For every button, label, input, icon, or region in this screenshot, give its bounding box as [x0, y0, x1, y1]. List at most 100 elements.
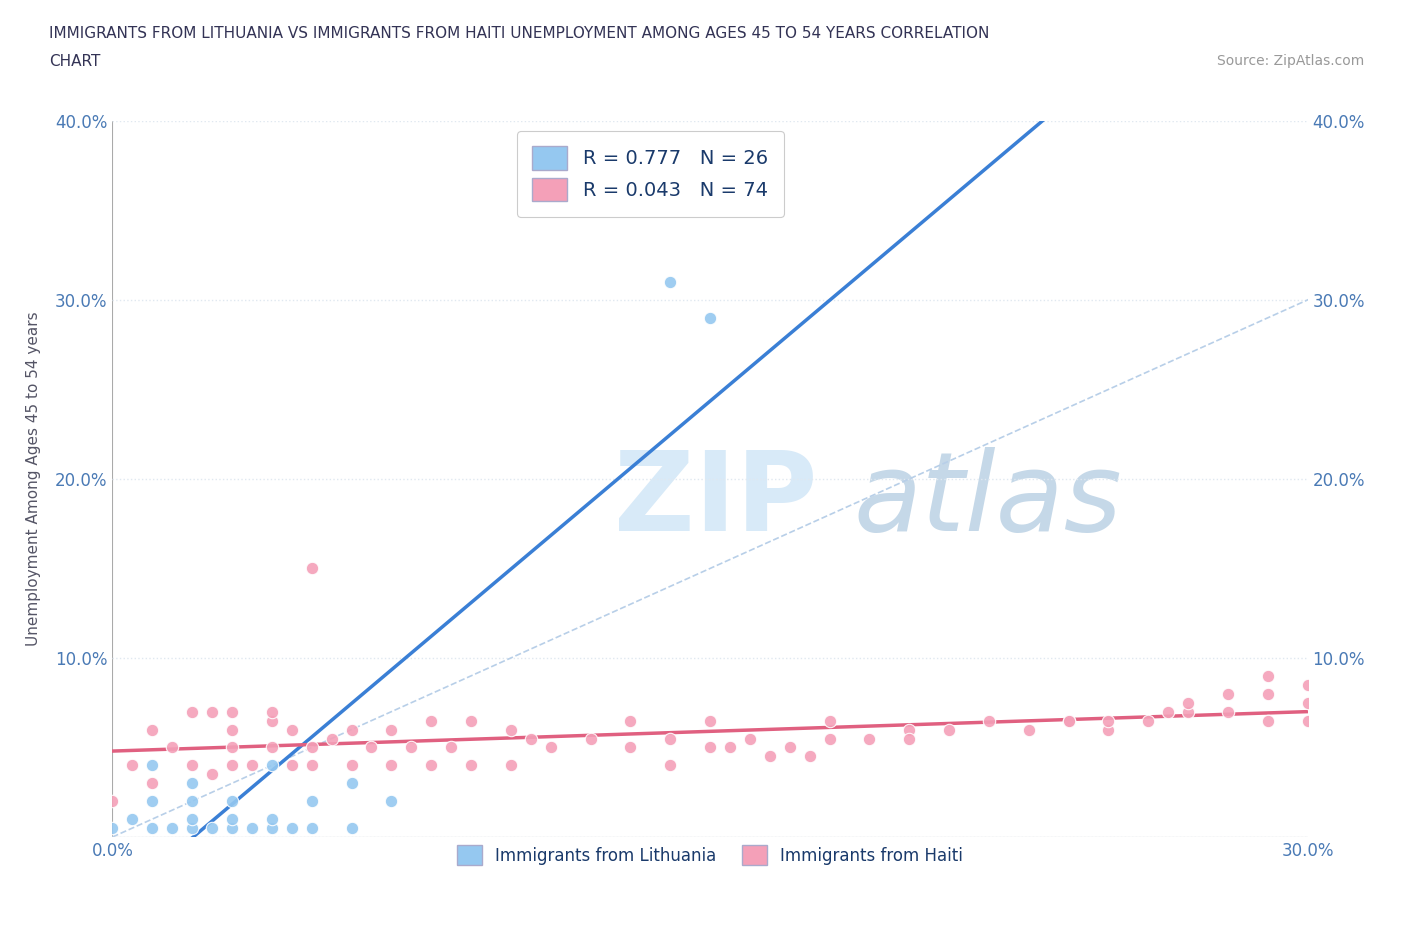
Point	[281, 758, 304, 773]
Point	[301, 820, 323, 835]
Point	[201, 767, 224, 782]
Point	[340, 722, 363, 737]
Point	[181, 758, 204, 773]
Point	[141, 776, 163, 790]
Point	[1018, 722, 1040, 737]
Point	[619, 713, 641, 728]
Text: IMMIGRANTS FROM LITHUANIA VS IMMIGRANTS FROM HAITI UNEMPLOYMENT AMONG AGES 45 TO: IMMIGRANTS FROM LITHUANIA VS IMMIGRANTS …	[49, 26, 990, 41]
Point	[301, 740, 323, 755]
Point	[260, 758, 283, 773]
Point	[1097, 722, 1119, 737]
Point	[401, 740, 423, 755]
Point	[718, 740, 741, 755]
Point	[759, 749, 782, 764]
Point	[260, 812, 283, 827]
Point	[221, 722, 243, 737]
Point	[540, 740, 562, 755]
Point	[659, 758, 682, 773]
Text: Source: ZipAtlas.com: Source: ZipAtlas.com	[1216, 54, 1364, 68]
Point	[141, 794, 163, 809]
Point	[1257, 686, 1279, 701]
Point	[1216, 704, 1239, 719]
Point	[699, 713, 721, 728]
Point	[260, 704, 283, 719]
Point	[779, 740, 801, 755]
Point	[201, 704, 224, 719]
Point	[240, 758, 263, 773]
Point	[1257, 669, 1279, 684]
Point	[1137, 713, 1160, 728]
Text: CHART: CHART	[49, 54, 101, 69]
Text: ZIP: ZIP	[614, 447, 818, 554]
Point	[380, 722, 402, 737]
Point	[121, 812, 143, 827]
Point	[360, 740, 382, 755]
Point	[619, 740, 641, 755]
Point	[898, 731, 921, 746]
Point	[181, 704, 204, 719]
Point	[520, 731, 543, 746]
Point	[460, 758, 482, 773]
Point	[221, 820, 243, 835]
Point	[162, 740, 183, 755]
Point	[301, 758, 323, 773]
Point	[260, 740, 283, 755]
Point	[260, 820, 283, 835]
Point	[1177, 704, 1199, 719]
Point	[101, 794, 124, 809]
Point	[141, 722, 163, 737]
Point	[380, 758, 402, 773]
Point	[1157, 704, 1180, 719]
Point	[499, 758, 522, 773]
Point	[240, 820, 263, 835]
Point	[321, 731, 343, 746]
Point	[1177, 696, 1199, 711]
Point	[977, 713, 1000, 728]
Point	[380, 794, 402, 809]
Legend: Immigrants from Lithuania, Immigrants from Haiti: Immigrants from Lithuania, Immigrants fr…	[444, 831, 976, 879]
Point	[181, 812, 204, 827]
Point	[301, 794, 323, 809]
Point	[121, 758, 143, 773]
Point	[460, 713, 482, 728]
Point	[221, 794, 243, 809]
Point	[1057, 713, 1080, 728]
Text: atlas: atlas	[853, 447, 1122, 554]
Point	[340, 758, 363, 773]
Point	[201, 820, 224, 835]
Point	[1296, 713, 1319, 728]
Point	[221, 740, 243, 755]
Point	[699, 311, 721, 325]
Point	[181, 776, 204, 790]
Point	[858, 731, 880, 746]
Point	[938, 722, 960, 737]
Point	[1296, 677, 1319, 692]
Point	[420, 758, 443, 773]
Point	[181, 820, 204, 835]
Point	[101, 820, 124, 835]
Point	[1216, 686, 1239, 701]
Point	[260, 713, 283, 728]
Point	[340, 820, 363, 835]
Point	[1097, 713, 1119, 728]
Point	[420, 713, 443, 728]
Point	[799, 749, 821, 764]
Point	[699, 740, 721, 755]
Point	[659, 731, 682, 746]
Point	[221, 812, 243, 827]
Point	[221, 704, 243, 719]
Point	[221, 758, 243, 773]
Point	[141, 820, 163, 835]
Point	[141, 758, 163, 773]
Point	[818, 713, 841, 728]
Point	[499, 722, 522, 737]
Point	[579, 731, 602, 746]
Point	[1296, 696, 1319, 711]
Point	[659, 274, 682, 289]
Point	[181, 794, 204, 809]
Point	[162, 820, 183, 835]
Y-axis label: Unemployment Among Ages 45 to 54 years: Unemployment Among Ages 45 to 54 years	[27, 312, 41, 646]
Point	[281, 820, 304, 835]
Point	[738, 731, 761, 746]
Point	[1257, 713, 1279, 728]
